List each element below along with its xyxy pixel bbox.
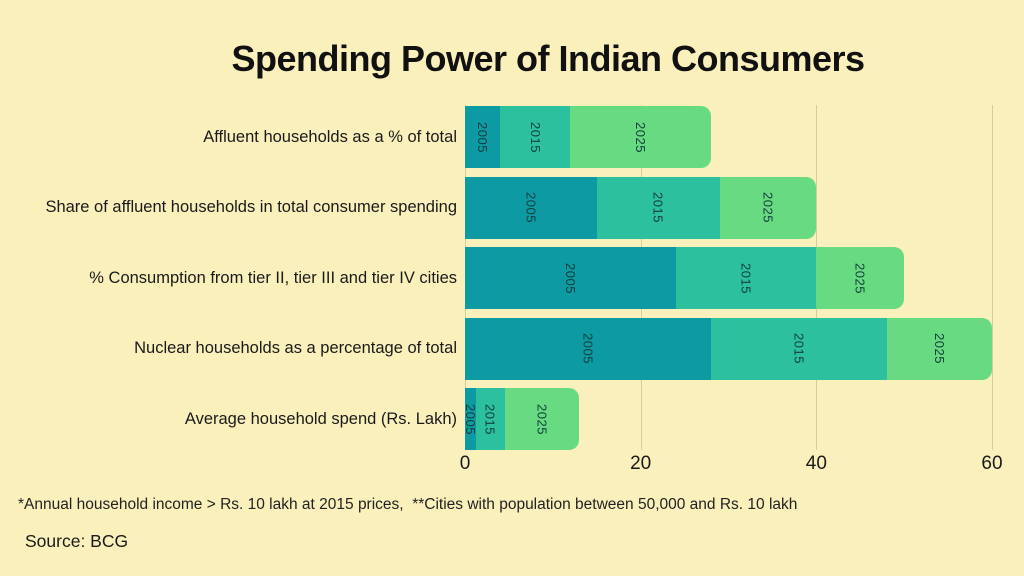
x-axis-tick-label: 60 xyxy=(981,453,1003,474)
bar-segment-2005: 2005 xyxy=(465,247,676,309)
category-label: Average household spend (Rs. Lakh) xyxy=(184,409,457,428)
bar-segment-2025: 2025 xyxy=(719,176,817,239)
bar-segment-2015: 2015 xyxy=(710,317,887,380)
segment-year-label: 2005 xyxy=(462,403,478,435)
segment-year-label: 2005 xyxy=(523,192,539,223)
bar-segment-2025: 2025 xyxy=(886,317,992,380)
segment-year-label: 2015 xyxy=(527,121,543,153)
bar-row: 2005 2015 2025 xyxy=(465,106,711,168)
bar-segment-2015: 2015 xyxy=(475,388,505,450)
gridline-x-60 xyxy=(992,105,993,450)
segment-year-label: 2005 xyxy=(562,262,578,294)
source-label: Source: BCG xyxy=(25,531,129,551)
bar-segment-2015: 2015 xyxy=(596,176,720,239)
chart-title: Spending Power of Indian Consumers xyxy=(231,38,865,79)
bar-row: 2005 2015 2025 xyxy=(465,247,905,309)
bar-segment-2005: 2005 xyxy=(465,317,711,380)
segment-year-label: 2015 xyxy=(791,333,807,364)
x-axis-tick-label: 0 xyxy=(459,453,471,474)
bar-segment-2005: 2005 xyxy=(465,106,501,168)
plot-area: 2005 2015 2025 2005 2015 2025 2005 2015 2025 2005… xyxy=(460,105,1010,474)
x-axis-tick-label: 40 xyxy=(805,453,827,474)
category-label: % Consumption from tier II, tier III and… xyxy=(89,268,457,287)
bar-segment-2025: 2025 xyxy=(570,106,711,168)
bar-segment-2025: 2025 xyxy=(504,388,580,450)
category-label: Nuclear households as a percentage of to… xyxy=(134,339,457,357)
bar-segment-2025: 2025 xyxy=(816,247,905,309)
bar-row: 2005 2015 2025 xyxy=(462,388,580,450)
category-label: Affluent households as a % of total xyxy=(203,127,457,146)
x-axis-tick-label: 20 xyxy=(630,453,652,474)
segment-year-label: 2025 xyxy=(852,262,868,294)
bar-row: 2005 2015 2025 xyxy=(465,317,992,380)
category-labels: Affluent households as a % of total Share… xyxy=(0,105,460,450)
segment-year-label: 2025 xyxy=(931,333,947,364)
segment-year-label: 2025 xyxy=(633,121,649,153)
segment-year-label: 2005 xyxy=(475,121,491,153)
bar-segment-2015: 2015 xyxy=(500,106,571,168)
footnote: *Annual household income > Rs. 10 lakh a… xyxy=(18,496,798,513)
bar-segment-2005: 2005 xyxy=(465,176,597,239)
category-label: Share of affluent households in total co… xyxy=(45,198,457,216)
segment-year-label: 2025 xyxy=(534,403,550,435)
bar-segment-2015: 2015 xyxy=(675,247,817,309)
segment-year-label: 2015 xyxy=(738,262,754,294)
segment-year-label: 2015 xyxy=(650,192,666,223)
segment-year-label: 2005 xyxy=(580,333,596,364)
segment-year-label: 2015 xyxy=(482,403,498,435)
bar-row: 2005 2015 2025 xyxy=(465,176,817,239)
segment-year-label: 2025 xyxy=(760,192,776,223)
bar-segment-2005: 2005 xyxy=(462,388,478,450)
